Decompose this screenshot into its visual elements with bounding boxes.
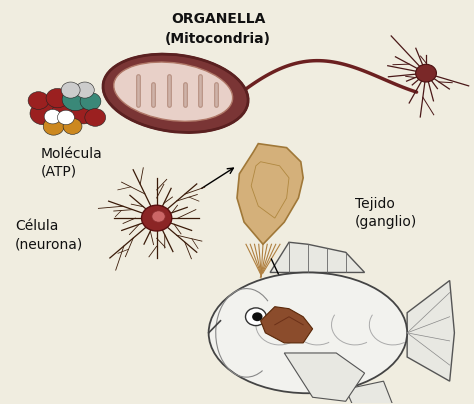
- Circle shape: [61, 82, 80, 98]
- Circle shape: [30, 102, 56, 125]
- Ellipse shape: [103, 54, 248, 133]
- Polygon shape: [407, 280, 455, 381]
- Text: (ATP): (ATP): [41, 165, 77, 179]
- Circle shape: [246, 308, 266, 326]
- Circle shape: [416, 64, 437, 82]
- Text: ORGANELLA: ORGANELLA: [171, 12, 265, 26]
- Circle shape: [142, 205, 172, 231]
- Circle shape: [46, 88, 69, 108]
- Text: (ganglio): (ganglio): [355, 215, 418, 229]
- Circle shape: [57, 110, 74, 125]
- Polygon shape: [270, 242, 365, 272]
- Polygon shape: [237, 143, 303, 244]
- Text: (Mitocondria): (Mitocondria): [165, 32, 271, 46]
- Circle shape: [62, 88, 89, 111]
- Circle shape: [63, 118, 82, 135]
- Circle shape: [80, 93, 101, 110]
- Circle shape: [71, 103, 96, 124]
- Polygon shape: [284, 353, 365, 401]
- Circle shape: [28, 92, 49, 109]
- Text: (neurona): (neurona): [15, 237, 83, 251]
- Text: Tejido: Tejido: [355, 197, 395, 211]
- Ellipse shape: [114, 62, 233, 121]
- Text: Molécula: Molécula: [41, 147, 102, 161]
- Circle shape: [52, 101, 77, 122]
- Ellipse shape: [209, 272, 407, 393]
- Circle shape: [85, 109, 106, 126]
- Text: Célula: Célula: [15, 219, 58, 233]
- Circle shape: [43, 118, 64, 135]
- Circle shape: [252, 312, 263, 321]
- Circle shape: [44, 109, 61, 124]
- Polygon shape: [261, 307, 313, 343]
- Text: Organo: Organo: [237, 318, 288, 332]
- Circle shape: [75, 82, 94, 98]
- Text: (cerebro): (cerebro): [237, 336, 301, 350]
- Polygon shape: [346, 381, 393, 404]
- Circle shape: [152, 211, 165, 222]
